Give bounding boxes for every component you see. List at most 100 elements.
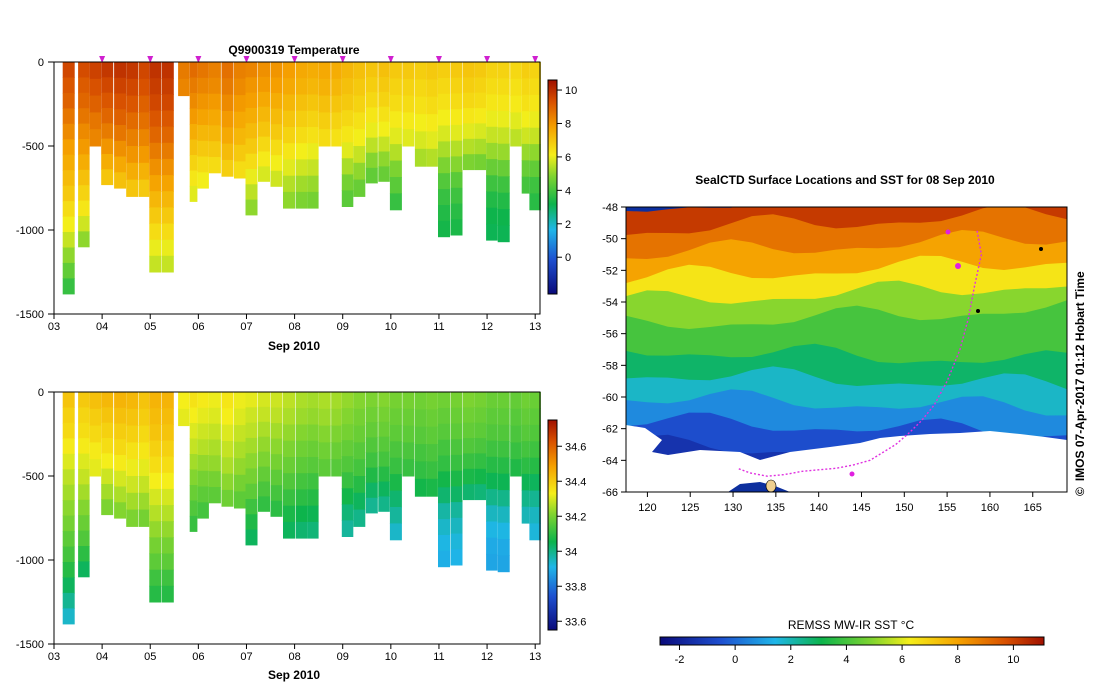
section-cell <box>486 191 498 209</box>
section-cell <box>234 491 246 509</box>
section-cell <box>283 191 295 209</box>
section-cell <box>438 439 450 457</box>
section-cell <box>62 407 75 424</box>
section-cell <box>149 553 162 571</box>
section-cell <box>78 515 90 532</box>
colorbar-tick-label: 4 <box>565 185 571 197</box>
section-cell <box>378 436 390 453</box>
section-cell <box>295 159 308 177</box>
section-cell <box>114 93 127 110</box>
section-cell <box>258 136 270 152</box>
section-cell <box>497 457 510 475</box>
section-cell <box>402 78 415 97</box>
map-lon-axis: 120 125 130 135 140 145 150 155 160 165 <box>638 492 1042 514</box>
y-tick-label: -1000 <box>16 225 44 237</box>
section-cell <box>234 392 246 410</box>
section-cell <box>521 62 530 79</box>
section-cell <box>161 207 174 225</box>
section-cell <box>78 92 90 109</box>
section-cell <box>149 488 162 506</box>
section-cell <box>62 170 75 187</box>
section-cell <box>78 77 90 94</box>
section-cell <box>389 62 402 79</box>
section-cell <box>78 453 90 470</box>
colorbar-tick-label: 10 <box>565 85 577 97</box>
section-cell <box>378 166 390 182</box>
section-cell <box>221 62 234 79</box>
panel2-xlabel: Sep 2010 <box>268 668 320 682</box>
section-cell <box>307 159 319 177</box>
section-cell <box>149 158 162 176</box>
section-cell <box>486 521 498 539</box>
lon-tick-label: 125 <box>681 502 699 514</box>
section-cell <box>450 172 463 189</box>
section-cell <box>258 406 270 423</box>
section-cell <box>189 515 198 532</box>
y-tick-label: 0 <box>38 387 44 399</box>
section-cell <box>474 438 487 454</box>
surface-marker <box>387 56 394 63</box>
section-cell <box>149 408 162 425</box>
section-cell <box>521 78 530 96</box>
section-cell <box>114 109 127 126</box>
section-cell <box>234 425 246 443</box>
surface-marker <box>99 56 106 63</box>
section-cell <box>402 95 415 113</box>
section-cell <box>258 62 270 78</box>
section-cell <box>161 392 174 409</box>
section-cell <box>450 502 463 519</box>
panel1-y-axis: 0 -500 -1000 -1500 <box>16 57 54 321</box>
section-cell <box>529 62 541 79</box>
section-cell <box>197 156 209 173</box>
section-cell <box>189 485 198 501</box>
section-cell <box>138 146 150 164</box>
y-tick-label: -1500 <box>16 309 44 321</box>
section-cell <box>378 76 390 93</box>
section-cell <box>208 471 221 488</box>
section-cell <box>486 207 498 225</box>
lon-tick-label: 155 <box>938 502 956 514</box>
section-cell <box>126 62 139 80</box>
section-cell <box>234 144 246 162</box>
section-cell <box>307 521 319 539</box>
panel1-colorbar-ticks: 10 8 6 4 2 0 <box>557 85 577 264</box>
section-cell <box>208 109 221 126</box>
section-cell <box>62 422 75 439</box>
section-cell <box>426 409 438 428</box>
section-cell <box>365 77 378 93</box>
section-cell <box>378 106 390 123</box>
section-cell <box>389 408 402 426</box>
section-cell <box>62 438 75 455</box>
lon-tick-label: 120 <box>638 502 656 514</box>
section-cell <box>149 239 162 257</box>
lat-tick-label: -52 <box>602 265 618 277</box>
section-cell <box>463 484 475 501</box>
section-cell <box>283 505 295 523</box>
lon-tick-label: 165 <box>1024 502 1042 514</box>
section-cell <box>114 62 127 79</box>
section-cell <box>62 562 75 578</box>
section-cell <box>331 62 342 80</box>
section-cell <box>497 225 510 243</box>
section-cell <box>510 112 522 130</box>
section-cell <box>402 129 415 147</box>
panel2-x-axis: 03 04 05 06 07 08 09 10 11 12 13 <box>48 644 541 663</box>
map-colorbar-tick-label: 4 <box>843 654 849 666</box>
section-cell <box>463 422 475 439</box>
section-cell <box>426 444 438 462</box>
section-cell <box>161 440 174 458</box>
panel2-frame <box>53 391 541 645</box>
section-cell <box>341 408 354 425</box>
section-cell <box>221 127 234 145</box>
section-cell <box>138 62 150 80</box>
section-cell <box>208 407 221 425</box>
section-cell <box>341 392 354 409</box>
map-colorbar-title: REMSS MW-IR SST °C <box>788 618 915 632</box>
section-cell <box>78 392 90 408</box>
x-tick-label: 04 <box>96 651 108 663</box>
section-cell <box>161 585 174 603</box>
section-cell <box>114 455 127 472</box>
section-cell <box>521 127 530 145</box>
track-point-dark <box>976 309 980 313</box>
section-cell <box>189 438 198 455</box>
